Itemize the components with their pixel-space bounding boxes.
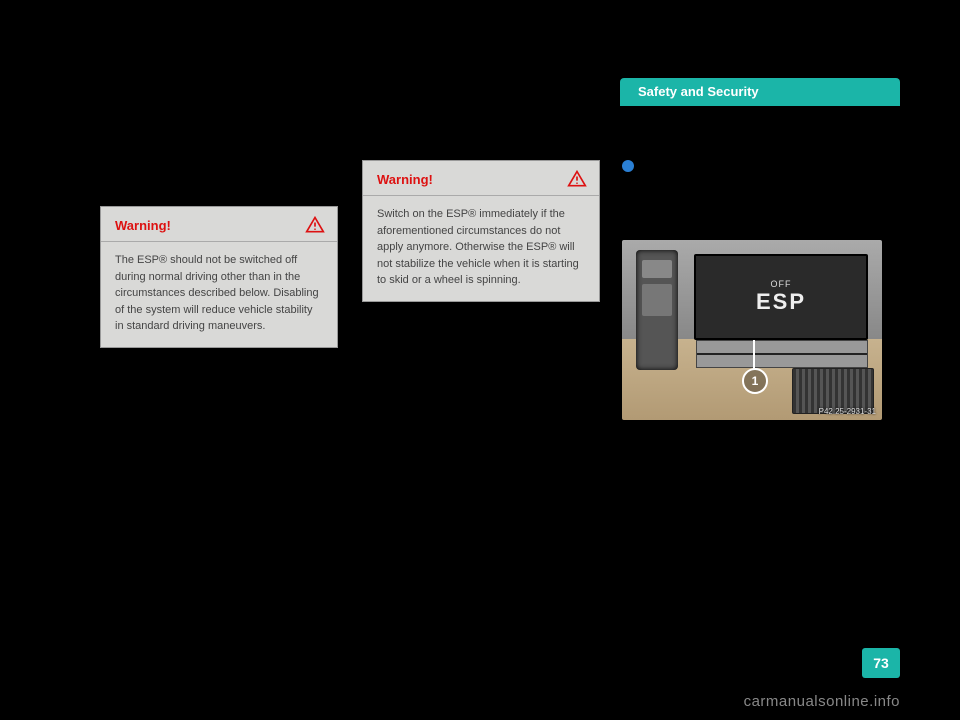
callout-line (753, 340, 755, 370)
warning-triangle-icon (567, 169, 587, 189)
warning-title: Warning! (115, 218, 171, 233)
warning-header: Warning! (101, 207, 337, 242)
warning-header: Warning! (363, 161, 599, 196)
bullet-icon (622, 160, 634, 172)
manual-page: Safety and Security Warning! The ESP® sh… (0, 0, 960, 720)
warning-body: Switch on the ESP® immediately if the af… (363, 196, 599, 301)
section-tab: Safety and Security (620, 78, 900, 106)
warning-box-2: Warning! Switch on the ESP® immediately … (362, 160, 600, 302)
watermark-text: carmanualsonline.info (744, 693, 900, 710)
warning-triangle-icon (305, 215, 325, 235)
screen-off-label: OFF (771, 279, 792, 289)
warning-box-1: Warning! The ESP® should not be switched… (100, 206, 338, 348)
warning-title: Warning! (377, 172, 433, 187)
warning-body: The ESP® should not be switched off duri… (101, 242, 337, 347)
callout-number: 1 (742, 368, 768, 394)
dashboard-slot (696, 340, 868, 368)
dashboard-control-stack (636, 250, 678, 370)
dashboard-screen: OFF ESP (694, 254, 868, 340)
screen-esp-label: ESP (756, 289, 806, 315)
section-title: Safety and Security (620, 78, 900, 99)
page-number: 73 (862, 648, 900, 678)
image-code: P42.25-2931-31 (819, 407, 876, 416)
dashboard-illustration: OFF ESP 1 P42.25-2931-31 (622, 240, 882, 420)
